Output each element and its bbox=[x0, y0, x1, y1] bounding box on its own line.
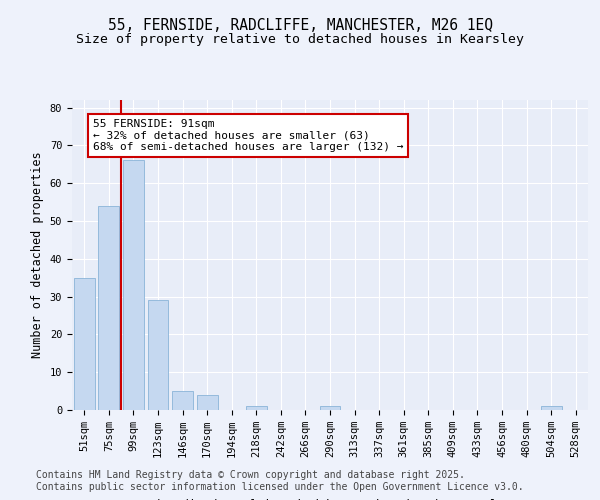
X-axis label: Distribution of detached houses by size in Kearsley: Distribution of detached houses by size … bbox=[148, 499, 512, 500]
Text: Size of property relative to detached houses in Kearsley: Size of property relative to detached ho… bbox=[76, 32, 524, 46]
Text: Contains HM Land Registry data © Crown copyright and database right 2025.: Contains HM Land Registry data © Crown c… bbox=[36, 470, 465, 480]
Y-axis label: Number of detached properties: Number of detached properties bbox=[31, 152, 44, 358]
Bar bbox=[246, 406, 267, 410]
Bar bbox=[98, 206, 119, 410]
Bar bbox=[123, 160, 144, 410]
Bar bbox=[74, 278, 95, 410]
Text: 55 FERNSIDE: 91sqm
← 32% of detached houses are smaller (63)
68% of semi-detache: 55 FERNSIDE: 91sqm ← 32% of detached hou… bbox=[93, 119, 403, 152]
Text: Contains public sector information licensed under the Open Government Licence v3: Contains public sector information licen… bbox=[36, 482, 524, 492]
Bar bbox=[541, 406, 562, 410]
Bar bbox=[148, 300, 169, 410]
Bar bbox=[172, 391, 193, 410]
Text: 55, FERNSIDE, RADCLIFFE, MANCHESTER, M26 1EQ: 55, FERNSIDE, RADCLIFFE, MANCHESTER, M26… bbox=[107, 18, 493, 32]
Bar bbox=[320, 406, 340, 410]
Bar bbox=[197, 395, 218, 410]
